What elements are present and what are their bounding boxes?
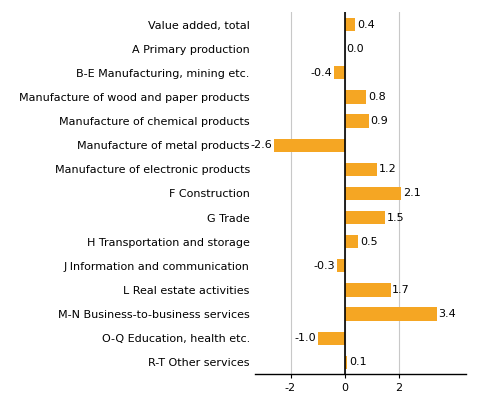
Bar <box>345 235 358 248</box>
Text: 0.9: 0.9 <box>371 116 388 126</box>
Bar <box>318 332 345 345</box>
Text: -0.3: -0.3 <box>313 261 335 271</box>
Bar <box>336 259 345 272</box>
Text: 0.0: 0.0 <box>346 44 364 54</box>
Text: 1.5: 1.5 <box>387 213 405 223</box>
Text: 0.4: 0.4 <box>357 20 375 30</box>
Bar <box>345 90 366 104</box>
Bar <box>345 356 347 369</box>
Bar <box>274 139 345 152</box>
Text: 1.2: 1.2 <box>379 164 397 174</box>
Bar <box>345 283 391 297</box>
Text: 3.4: 3.4 <box>438 309 456 319</box>
Bar <box>345 187 402 200</box>
Text: -0.4: -0.4 <box>310 68 332 78</box>
Text: 1.7: 1.7 <box>392 285 410 295</box>
Bar <box>345 18 355 31</box>
Bar <box>345 211 385 224</box>
Text: 0.8: 0.8 <box>368 92 385 102</box>
Bar <box>345 163 377 176</box>
Text: -2.6: -2.6 <box>251 140 273 150</box>
Bar <box>345 114 369 128</box>
Text: 0.1: 0.1 <box>349 357 367 367</box>
Text: 0.5: 0.5 <box>360 237 378 247</box>
Bar <box>345 307 436 321</box>
Text: -1.0: -1.0 <box>294 333 316 343</box>
Bar <box>334 66 345 79</box>
Text: 2.1: 2.1 <box>403 188 421 198</box>
